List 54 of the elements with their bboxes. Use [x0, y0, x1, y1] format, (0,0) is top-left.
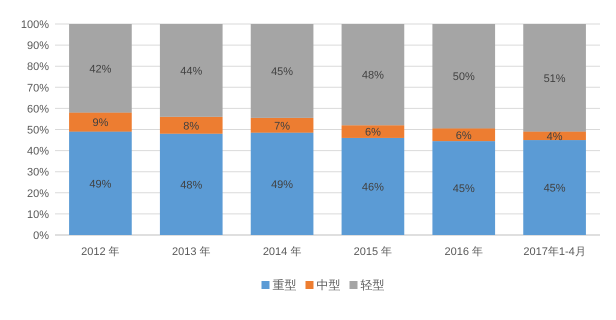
bar — [342, 138, 404, 235]
x-tick-label: 2017年1-4月 — [523, 246, 586, 258]
x-tick-label: 2016 年 — [444, 246, 484, 258]
data-label: 6% — [364, 126, 382, 139]
bar — [523, 140, 586, 235]
bar — [432, 141, 496, 235]
x-tick-label: 2014 年 — [262, 246, 302, 258]
bar — [69, 112, 132, 132]
y-tick-label: 40% — [26, 146, 50, 158]
y-tick-label: 0% — [33, 230, 50, 242]
y-tick-label: 10% — [26, 208, 50, 221]
data-label: 49% — [89, 178, 112, 190]
bar — [160, 116, 223, 134]
data-label: 45% — [544, 182, 566, 195]
data-label: 9% — [92, 117, 109, 130]
data-label: 49% — [271, 178, 294, 191]
data-label: 42% — [89, 63, 112, 76]
x-tick-label: 2012 年 — [81, 246, 120, 258]
bar — [342, 24, 404, 126]
data-label: 51% — [544, 72, 566, 85]
data-label: 4% — [546, 130, 563, 143]
y-tick-label: 20% — [26, 188, 50, 200]
x-tick-label: 2013 年 — [172, 246, 211, 258]
y-tick-label: 60% — [26, 103, 50, 116]
y-tick-label: 100% — [20, 19, 50, 31]
bar — [523, 24, 586, 132]
data-label: 8% — [183, 120, 200, 132]
y-tick-label: 90% — [26, 40, 50, 52]
data-label: 45% — [271, 66, 294, 78]
data-label: 44% — [180, 65, 202, 78]
data-label: 6% — [456, 130, 472, 142]
bar — [250, 132, 314, 235]
bar — [160, 134, 223, 235]
y-tick-label: 80% — [26, 61, 50, 74]
bar — [69, 132, 132, 235]
legend-label: 中型 — [316, 278, 340, 292]
bar — [250, 118, 314, 133]
data-label: 7% — [274, 120, 290, 132]
y-tick-label: 50% — [26, 124, 50, 136]
data-label: 48% — [180, 179, 202, 192]
data-label: 46% — [362, 181, 384, 194]
bar — [160, 24, 223, 117]
bar — [69, 24, 132, 113]
bar — [250, 24, 314, 118]
legend-label: 轻型 — [360, 278, 384, 292]
x-tick-label: 2015 年 — [354, 246, 392, 258]
y-tick-label: 30% — [26, 166, 50, 179]
data-label: 50% — [452, 71, 475, 84]
legend-label: 重型 — [272, 278, 296, 292]
data-label: 48% — [362, 70, 384, 82]
bar — [342, 125, 404, 138]
y-tick-label: 70% — [26, 82, 50, 94]
data-label: 45% — [452, 183, 475, 196]
bar — [432, 24, 496, 128]
